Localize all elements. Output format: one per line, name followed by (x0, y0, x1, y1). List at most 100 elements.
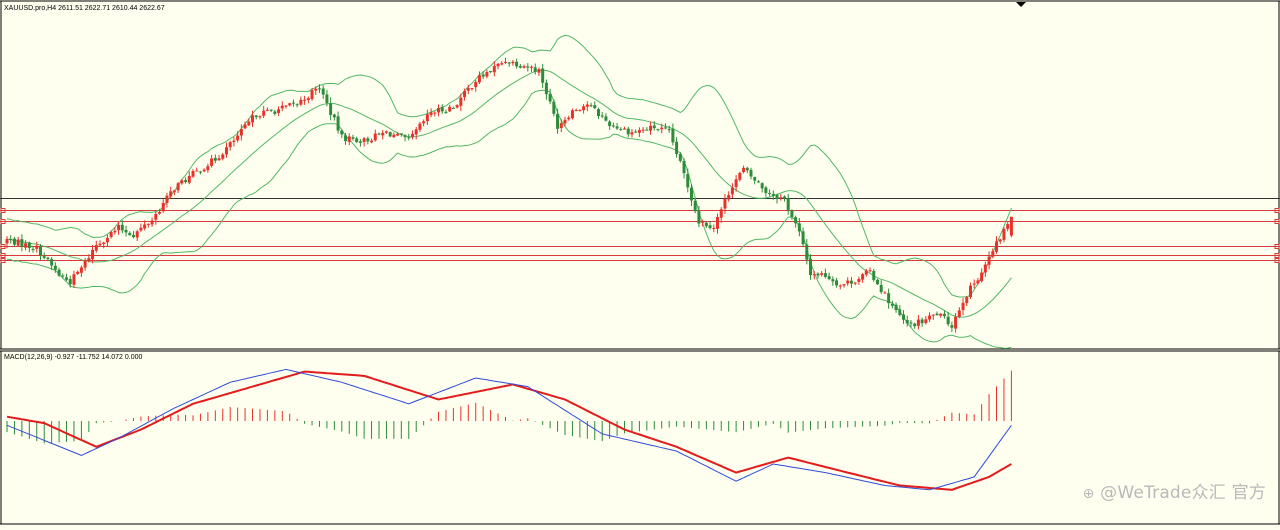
candle-body-66 (251, 115, 255, 123)
candle-61 (232, 137, 236, 147)
candle-body-169 (634, 131, 638, 133)
candle-97 (366, 136, 370, 145)
candle-body-162 (608, 121, 612, 127)
candle-body-93 (351, 137, 355, 139)
candle-211 (790, 209, 794, 220)
candle-207 (775, 193, 779, 204)
candle-body-228 (853, 282, 857, 284)
candle-body-192 (719, 209, 723, 218)
candle-body-215 (805, 244, 809, 260)
candle-80 (303, 95, 307, 105)
candle-15 (61, 273, 65, 278)
candle-body-79 (299, 99, 303, 105)
candle-body-213 (797, 223, 801, 232)
candle-body-124 (466, 88, 470, 91)
candle-143 (537, 67, 541, 77)
candle-body-195 (730, 187, 734, 195)
candle-199 (745, 166, 749, 174)
candle-70 (265, 107, 269, 112)
candle-body-63 (239, 129, 243, 136)
candle-body-158 (593, 105, 597, 109)
level-right-marker-4 (1274, 253, 1280, 258)
candle-214 (801, 227, 805, 248)
candle-body-168 (630, 132, 634, 135)
candle-body-182 (682, 160, 686, 174)
candle-body-32 (124, 229, 128, 233)
candle-body-243 (909, 322, 913, 324)
candle-218 (816, 272, 820, 279)
candle-body-103 (388, 132, 392, 137)
candle-51 (195, 167, 199, 172)
candle-116 (437, 104, 441, 117)
candle-243 (909, 320, 913, 328)
candle-148 (556, 108, 560, 134)
candle-66 (251, 110, 255, 128)
candle-body-164 (615, 126, 619, 129)
candle-body-204 (764, 187, 768, 193)
candle-body-74 (280, 105, 284, 109)
candle-body-229 (857, 278, 861, 282)
candle-body-179 (671, 128, 675, 143)
candle-body-196 (734, 179, 738, 188)
candle-22 (87, 254, 91, 263)
candle-body-161 (604, 116, 608, 121)
candle-body-252 (942, 313, 946, 317)
candle-body-118 (444, 111, 448, 113)
candle-body-170 (637, 130, 641, 133)
candle-body-0 (5, 239, 9, 244)
candle-203 (760, 182, 764, 193)
candle-body-239 (894, 304, 898, 311)
candle-92 (347, 133, 351, 146)
candle-17 (68, 275, 72, 288)
candle-body-155 (582, 106, 586, 111)
candle-47 (180, 179, 184, 185)
candle-body-207 (775, 194, 779, 199)
candle-26 (102, 241, 106, 249)
candle-57 (217, 154, 221, 161)
candle-78 (295, 103, 299, 108)
candle-body-114 (429, 112, 433, 116)
candle-237 (887, 288, 891, 309)
candle-body-94 (355, 138, 359, 142)
candle-8 (35, 241, 39, 253)
level-left-marker-2 (0, 219, 6, 224)
candle-3 (16, 237, 20, 247)
candle-body-136 (511, 61, 515, 64)
candle-body-64 (243, 124, 247, 129)
candle-body-248 (928, 315, 932, 320)
candle-body-270 (1009, 216, 1013, 236)
candle-body-109 (410, 133, 414, 138)
candle-165 (619, 127, 623, 131)
candle-body-100 (377, 133, 381, 135)
candle-body-211 (790, 210, 794, 217)
candle-173 (649, 121, 653, 135)
candle-body-221 (827, 276, 831, 280)
candle-body-227 (849, 280, 853, 284)
candle-body-268 (1002, 229, 1006, 240)
candle-253 (946, 311, 950, 327)
candle-266 (995, 236, 999, 254)
candle-205 (768, 189, 772, 197)
candle-body-26 (102, 242, 106, 244)
candle-body-95 (358, 141, 362, 143)
candle-124 (466, 84, 470, 95)
candle-162 (608, 120, 612, 130)
candle-33 (128, 231, 132, 236)
candle-223 (835, 277, 839, 288)
candle-body-208 (779, 197, 783, 199)
candle-101 (381, 129, 385, 140)
candle-body-116 (437, 107, 441, 113)
candle-146 (548, 88, 552, 105)
candle-23 (91, 244, 95, 264)
candle-body-144 (541, 68, 545, 83)
candle-110 (414, 127, 418, 140)
candle-126 (474, 80, 478, 92)
candle-body-45 (172, 190, 176, 192)
candle-96 (362, 136, 366, 147)
candle-224 (838, 284, 842, 290)
candle-body-115 (433, 112, 437, 114)
candle-body-102 (384, 131, 388, 133)
candle-body-13 (53, 265, 57, 270)
candle-39 (150, 217, 154, 227)
candle-body-35 (135, 231, 139, 238)
